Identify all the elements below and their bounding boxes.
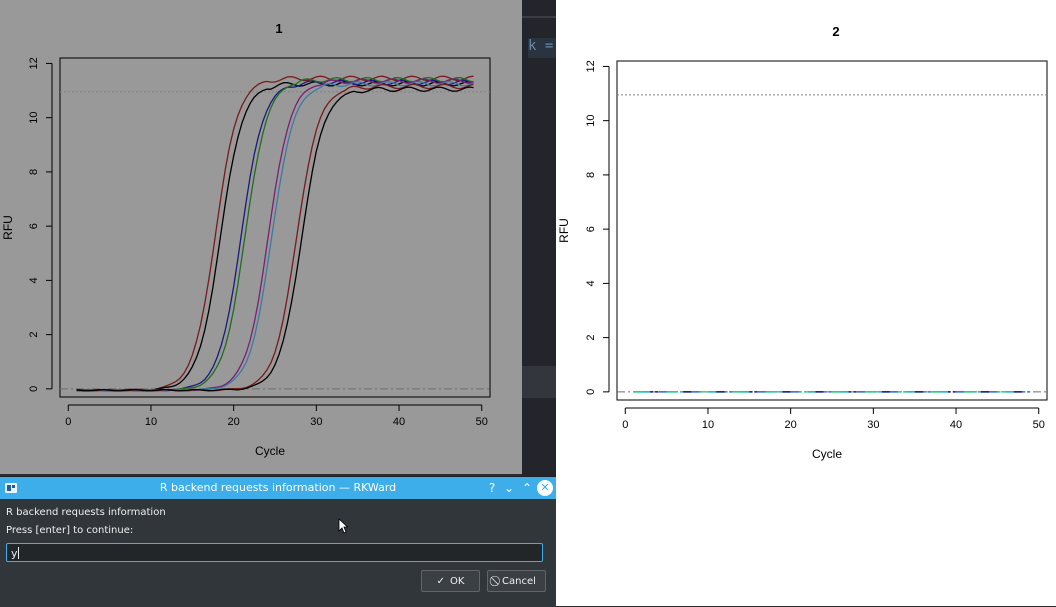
y-tick-label: 8 xyxy=(28,169,40,175)
y-tick-label: 0 xyxy=(585,389,597,395)
series-line xyxy=(76,83,474,392)
cancel-button[interactable]: ⃠ Cancel xyxy=(487,570,546,592)
x-tick-label: 50 xyxy=(476,416,488,428)
y-tick-label: 12 xyxy=(28,57,40,69)
response-input-value: y xyxy=(11,547,18,560)
plot-frame xyxy=(616,60,1048,401)
y-tick-label: 8 xyxy=(585,172,597,178)
close-button[interactable]: ✕ xyxy=(537,480,553,496)
x-tick-label: 10 xyxy=(702,419,714,431)
series-line xyxy=(76,86,474,392)
x-tick-label: 30 xyxy=(310,416,322,428)
background-toolbar xyxy=(522,366,556,398)
y-tick-label: 2 xyxy=(585,335,597,341)
x-tick-label: 20 xyxy=(785,419,797,431)
x-tick-label: 20 xyxy=(228,416,240,428)
plot-window-2: 2 0 10 20 30 40 50 Cycle 0 2 4 6 8 10 12 RFU xyxy=(556,0,1056,606)
y-tick-label: 4 xyxy=(585,280,597,286)
background-editor-line xyxy=(522,16,556,18)
y-tick-label: 10 xyxy=(28,112,40,124)
x-tick-label: 40 xyxy=(393,416,405,428)
background-editor-text: k = xyxy=(528,38,556,58)
y-tick-label: 0 xyxy=(28,386,40,392)
rkward-app-icon xyxy=(5,483,17,493)
plot-title: 2 xyxy=(832,24,839,39)
y-tick-label: 6 xyxy=(28,223,40,229)
x-tick-label: 10 xyxy=(145,416,157,428)
series-line xyxy=(76,76,474,392)
x-tick-label: 0 xyxy=(65,416,71,428)
dialog-heading: R backend requests information xyxy=(6,507,166,518)
x-tick-label: 0 xyxy=(622,419,628,431)
series-line xyxy=(76,80,474,392)
plot-window-1: 1 0 10 20 30 40 50 Cycle 0 2 4 6 8 10 12 RFU xyxy=(0,0,522,474)
input-dialog: R backend requests information — RKWard … xyxy=(0,476,556,607)
help-button[interactable]: ? xyxy=(488,481,496,495)
plot-frame xyxy=(59,57,491,398)
y-tick-label: 10 xyxy=(585,115,597,127)
x-tick-label: 50 xyxy=(1033,419,1045,431)
dialog-prompt: Press [enter] to continue: xyxy=(6,525,134,536)
y-tick-label: 4 xyxy=(28,277,40,283)
cancel-button-label: Cancel xyxy=(502,575,536,587)
ok-button-label: OK xyxy=(449,575,465,587)
x-tick-label: 30 xyxy=(867,419,879,431)
x-axis-label: Cycle xyxy=(255,444,285,458)
y-tick-label: 12 xyxy=(585,60,597,72)
dialog-title: R backend requests information — RKWard xyxy=(159,481,397,494)
x-tick-label: 40 xyxy=(950,419,962,431)
y-tick-label: 6 xyxy=(585,226,597,232)
series-line xyxy=(76,79,474,392)
text-caret xyxy=(17,547,19,559)
series-line xyxy=(76,78,474,392)
dialog-titlebar[interactable]: R backend requests information — RKWard … xyxy=(0,477,556,499)
y-axis-label: RFU xyxy=(1,215,15,240)
plot-title: 1 xyxy=(275,21,282,36)
y-tick-label: 2 xyxy=(28,332,40,338)
mouse-pointer-icon xyxy=(338,518,348,534)
response-input[interactable]: y xyxy=(6,543,543,562)
check-icon: ✓ xyxy=(436,575,445,587)
series-line xyxy=(76,80,474,392)
x-axis-label: Cycle xyxy=(812,447,842,461)
y-axis-label: RFU xyxy=(557,218,571,243)
ok-button[interactable]: ✓ OK xyxy=(421,570,480,592)
maximize-button[interactable]: ⌃ xyxy=(521,481,533,495)
minimize-button[interactable]: ⌄ xyxy=(503,481,515,495)
series-line xyxy=(76,75,474,392)
